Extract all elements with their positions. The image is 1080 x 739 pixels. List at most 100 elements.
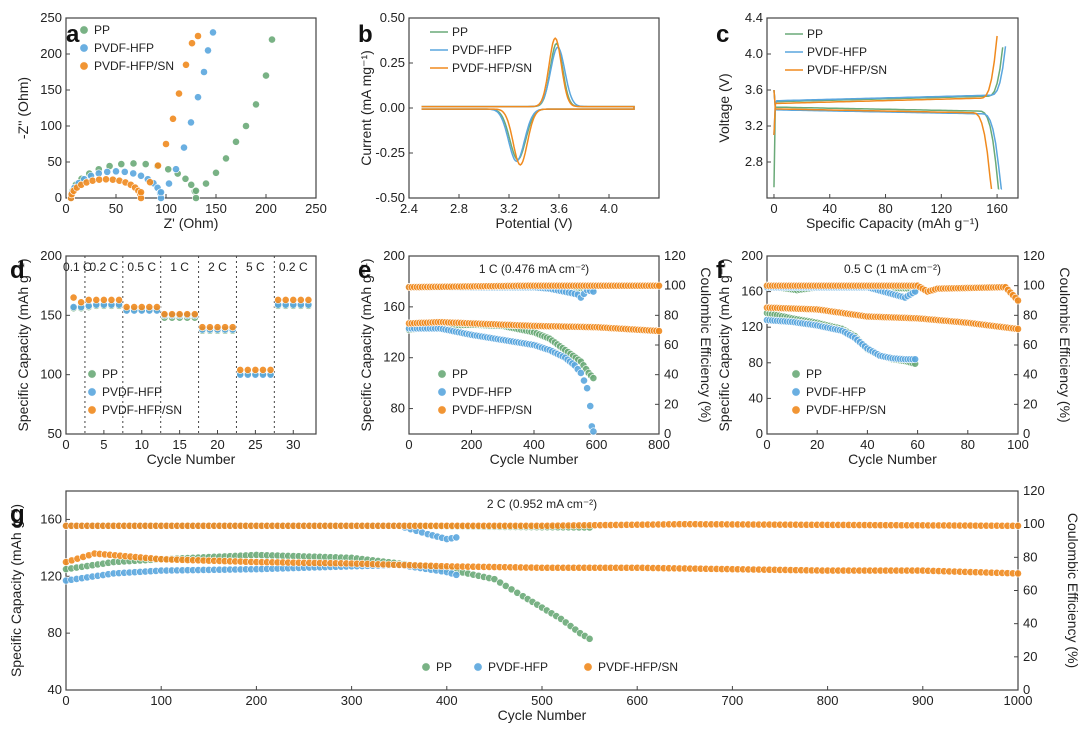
y-tick-label: 40 [749, 390, 763, 405]
y2-tick-label: 40 [1023, 616, 1037, 631]
legend-dot-marker [421, 662, 431, 672]
x-tick-label: 1000 [1004, 693, 1033, 708]
legend-entry: PVDF-HFP/SN [102, 403, 182, 417]
legend-dot-marker [437, 369, 447, 379]
ce-point-PVDF-HFP/SN [1014, 521, 1022, 530]
y-axis-label: Specific Capacity (mAh g⁻¹) [358, 258, 374, 431]
y-tick-label: 0 [55, 190, 62, 205]
data-point-PP [192, 194, 200, 202]
x-tick-label: 150 [205, 201, 227, 216]
legend-entry: PP [102, 367, 118, 381]
panel-b: 2.4 2.8 3.2 3.6 4.0 -0.50 -0.25 0.00 0.25 0.50 Pot… [358, 10, 660, 231]
y2-tick-label: 20 [1023, 396, 1037, 411]
y2-tick-label: 80 [1023, 549, 1037, 564]
data-point-PP [222, 154, 230, 163]
y-tick-label: 200 [40, 46, 62, 61]
data-point-PVDF-HFP/SN [84, 296, 93, 304]
panel-letter: d [10, 257, 25, 284]
legend-dot-marker [87, 369, 97, 379]
y-tick-label: 160 [741, 284, 763, 299]
data-point-PVDF-HFP [172, 165, 180, 174]
data-point-PP [129, 159, 138, 168]
data-point-PVDF-HFP/SN [194, 32, 202, 40]
y-tick-label: 40 [48, 682, 62, 697]
legend-dot-marker [791, 405, 801, 415]
capacity-point-PP [513, 588, 522, 597]
y-axis-label: Specific Capacity (mAh g⁻¹) [716, 258, 732, 431]
x-tick-label: 25 [248, 437, 262, 452]
x-tick-label: 500 [531, 693, 553, 708]
y2-axis-label: Coulombic Efficiency (%) [1065, 513, 1080, 668]
x-tick-label: 200 [461, 437, 483, 452]
x-tick-label: 300 [341, 693, 363, 708]
y-tick-label: 100 [40, 367, 62, 382]
x-tick-label: 20 [810, 437, 824, 452]
rate-label: 0.1 C [63, 260, 92, 274]
data-point-PVDF-HFP/SN [137, 188, 145, 197]
x-tick-label: 10 [135, 437, 149, 452]
capacity-point-PP [507, 585, 516, 594]
data-point-PVDF-HFP/SN [107, 296, 116, 304]
data-point-PVDF-HFP [165, 179, 173, 188]
legend-dot-marker [87, 405, 97, 415]
y-tick-label: 0.25 [380, 55, 405, 70]
capacity-point-PVDF-HFP/SN [655, 327, 663, 335]
y2-tick-label: 20 [664, 396, 678, 411]
y-tick-label: 3.2 [745, 118, 763, 133]
y2-axis-label: Coulombic Efficiency (%) [698, 267, 714, 422]
capacity-point-PVDF-HFP/SN [1014, 569, 1022, 578]
y-tick-label: 120 [741, 319, 763, 334]
data-point-PP [262, 71, 270, 80]
discharge-curve-PVDF-HFP [773, 89, 1003, 190]
data-point-PVDF-HFP/SN [304, 296, 313, 304]
data-point-PVDF-HFP [112, 167, 120, 176]
legend-dot-marker [79, 43, 89, 53]
data-point-PVDF-HFP [137, 171, 145, 180]
legend-entry: PP [452, 367, 468, 381]
y-tick-label: 2.8 [745, 154, 763, 169]
legend-dot-marker [87, 387, 97, 397]
y-tick-label: 200 [383, 248, 405, 263]
x-tick-label: 50 [109, 201, 123, 216]
y2-tick-label: 80 [664, 307, 678, 322]
legend-dot-marker [79, 25, 89, 35]
data-point-PP [141, 160, 150, 169]
capacity-point-PVDF-HFP [589, 427, 598, 436]
panel-g: 0 100 200 300 400 500 600 700 800 900 100040801201… [8, 483, 1080, 723]
panel-letter: f [716, 257, 725, 284]
x-tick-label: 2.4 [400, 201, 418, 216]
legend-dot-marker [583, 662, 593, 672]
y-tick-label: 200 [741, 248, 763, 263]
data-point-PVDF-HFP [180, 143, 188, 152]
y-tick-label: 50 [48, 426, 62, 441]
x-tick-label: 100 [155, 201, 177, 216]
legend-entry: PVDF-HFP/SN [806, 403, 886, 417]
legend-dot-marker [473, 662, 483, 672]
x-axis-label: Potential (V) [495, 215, 572, 231]
y2-tick-label: 60 [1023, 583, 1037, 598]
data-point-PP [268, 35, 276, 44]
charge-curve-PVDF-HFP/SN [773, 35, 998, 136]
data-point-PVDF-HFP/SN [190, 310, 199, 319]
ce-point-PVDF-HFP [452, 533, 461, 542]
y2-tick-label: 60 [664, 337, 678, 352]
y2-tick-label: 100 [664, 278, 686, 293]
data-point-PP [202, 179, 210, 188]
x-tick-label: 200 [246, 693, 268, 708]
rate-label: 0.2 C [90, 260, 119, 274]
plot-frame [65, 17, 317, 199]
data-point-PVDF-HFP/SN [102, 175, 110, 184]
chart-title: 0.5 C (1 mA cm⁻²) [844, 262, 941, 276]
data-point-PVDF-HFP/SN [289, 296, 298, 304]
x-axis-label: Cycle Number [848, 451, 937, 467]
y2-tick-label: 120 [1023, 483, 1045, 498]
panel-c: 0 40 80 120 160 2.8 3.2 3.6 4.0 4.4 Specific Capac… [716, 10, 1019, 231]
legend-entry: PVDF-HFP [807, 45, 867, 59]
data-point-PVDF-HFP/SN [182, 60, 190, 69]
data-point-PP [232, 137, 240, 146]
x-tick-label: 600 [586, 437, 608, 452]
data-point-PP [181, 174, 190, 183]
y-axis-label: Current (mA mg⁻¹) [358, 50, 374, 166]
y-tick-label: 200 [40, 248, 62, 263]
